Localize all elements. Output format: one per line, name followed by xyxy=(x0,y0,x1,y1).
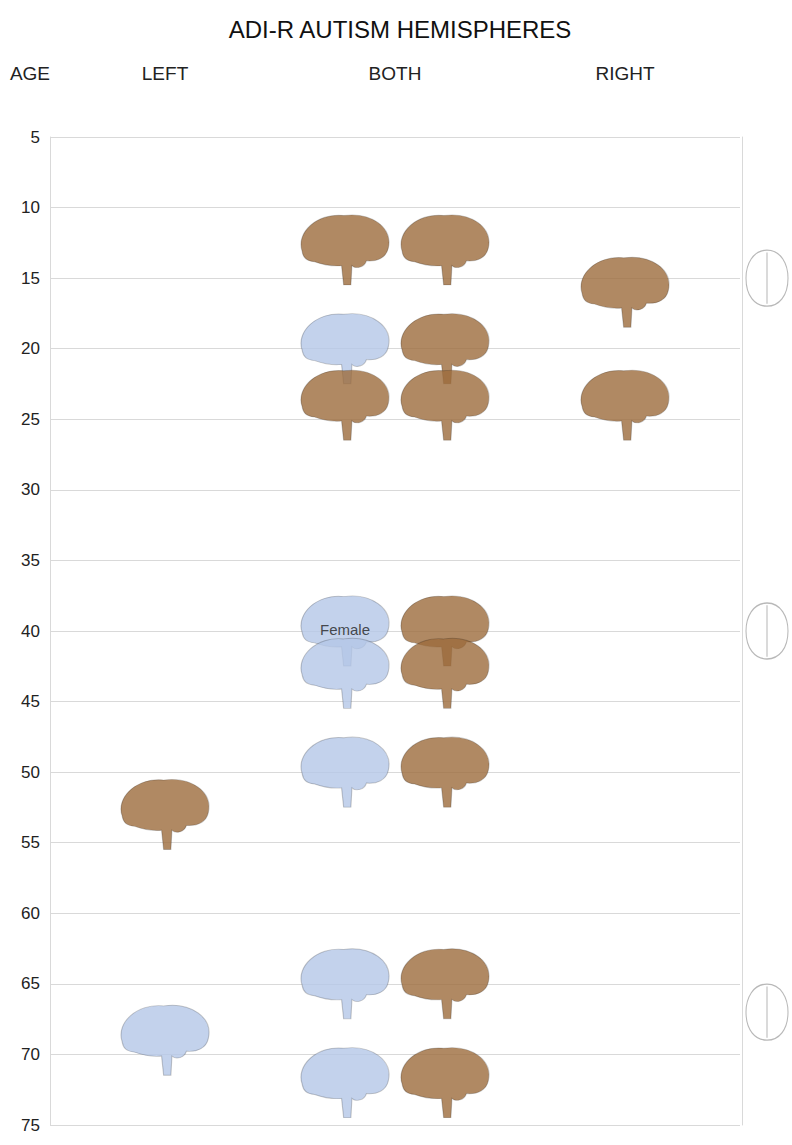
svg-text:40: 40 xyxy=(21,622,40,641)
svg-text:Female: Female xyxy=(320,621,370,638)
svg-text:35: 35 xyxy=(21,551,40,570)
svg-text:10: 10 xyxy=(21,198,40,217)
svg-text:20: 20 xyxy=(21,339,40,358)
svg-text:AGE: AGE xyxy=(10,63,50,84)
svg-text:30: 30 xyxy=(21,480,40,499)
svg-text:RIGHT: RIGHT xyxy=(595,63,655,84)
svg-text:5: 5 xyxy=(31,128,40,147)
svg-text:70: 70 xyxy=(21,1045,40,1064)
svg-text:65: 65 xyxy=(21,974,40,993)
svg-text:25: 25 xyxy=(21,410,40,429)
svg-text:75: 75 xyxy=(21,1116,40,1135)
svg-text:15: 15 xyxy=(21,269,40,288)
svg-text:60: 60 xyxy=(21,904,40,923)
svg-text:ADI-R AUTISM HEMISPHERES: ADI-R AUTISM HEMISPHERES xyxy=(229,16,572,43)
svg-text:55: 55 xyxy=(21,833,40,852)
svg-text:LEFT: LEFT xyxy=(142,63,189,84)
svg-text:BOTH: BOTH xyxy=(369,63,422,84)
svg-text:45: 45 xyxy=(21,692,40,711)
svg-text:50: 50 xyxy=(21,763,40,782)
